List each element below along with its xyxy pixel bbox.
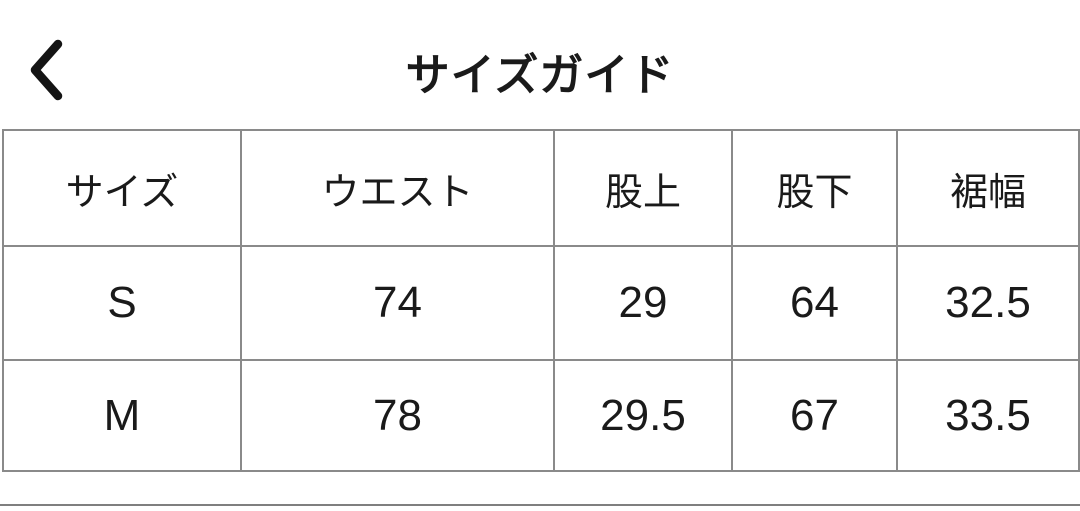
size-guide-table: サイズ ウエスト 股上 股下 裾幅 S 74 29 64 32.5 M 78 2… [2,129,1080,472]
hem-cell: 33.5 [896,359,1080,472]
column-header-waist: ウエスト [240,129,555,247]
column-header-rise: 股上 [553,129,733,247]
inseam-cell: 64 [731,245,898,361]
table-header: サイズ ウエスト 股上 股下 裾幅 [2,129,1080,247]
rise-cell: 29.5 [553,359,733,472]
size-cell: S [2,245,242,361]
table-row-s: S 74 29 64 32.5 [2,245,1080,361]
waist-cell: 78 [240,359,555,472]
hem-cell: 32.5 [896,245,1080,361]
table-body: S 74 29 64 32.5 M 78 29.5 67 33.5 [2,245,1080,472]
chevron-left-icon [29,39,63,101]
column-header-hem: 裾幅 [896,129,1080,247]
table-header-row: サイズ ウエスト 股上 股下 裾幅 [2,129,1080,247]
waist-cell: 74 [240,245,555,361]
app-header: サイズガイド [0,0,1080,129]
table-row-m: M 78 29.5 67 33.5 [2,359,1080,472]
column-header-size: サイズ [2,129,242,247]
rise-cell: 29 [553,245,733,361]
page-title: サイズガイド [405,50,675,100]
table-next-row-divider [0,504,1080,506]
column-header-inseam: 股下 [731,129,898,247]
back-button[interactable] [18,32,74,108]
inseam-cell: 67 [731,359,898,472]
size-cell: M [2,359,242,472]
